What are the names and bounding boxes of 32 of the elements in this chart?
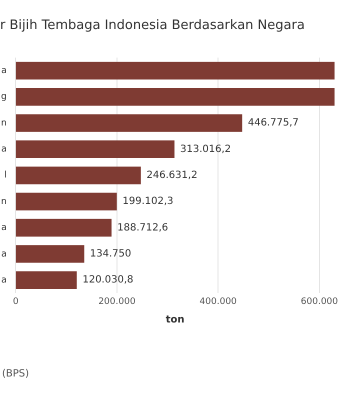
- y-tick-label: l: [4, 170, 7, 181]
- bar: [16, 166, 141, 184]
- bar: [16, 271, 77, 289]
- x-axis-title: ton: [166, 314, 185, 326]
- y-tick-label: a: [1, 223, 7, 234]
- bar: [16, 88, 335, 106]
- y-tick-label: a: [1, 66, 7, 76]
- data-label: 120.030,8: [82, 274, 134, 286]
- x-tick-label: 600.000: [300, 296, 338, 307]
- bar: [16, 218, 112, 237]
- y-tick-label: a: [1, 275, 7, 286]
- chart-title: r Bijih Tembaga Indonesia Berdasarkan Negara: [0, 18, 305, 34]
- bar: [16, 62, 335, 80]
- x-tick-label: 0: [12, 296, 19, 307]
- y-tick-label: a: [1, 144, 7, 155]
- y-tick-label: g: [0, 92, 7, 102]
- y-tick-label: n: [0, 196, 7, 207]
- bar: [16, 245, 84, 263]
- text: (BPS): [2, 368, 30, 380]
- y-tick-label: n: [0, 118, 7, 128]
- data-label: 313.016,2: [180, 144, 232, 155]
- bar: [16, 114, 242, 132]
- y-tick-label: a: [1, 249, 7, 260]
- x-tick-label: 400.000: [200, 296, 238, 307]
- data-label: 246.631,2: [146, 170, 198, 181]
- data-label: 199.102,3: [122, 196, 174, 208]
- bar: [16, 192, 117, 210]
- data-label: 134.750: [90, 248, 132, 260]
- data-label: 188.712,6: [117, 222, 168, 234]
- data-label: 446.775,7: [248, 118, 299, 129]
- x-tick-label: 200.000: [98, 296, 136, 307]
- bar: [16, 140, 174, 158]
